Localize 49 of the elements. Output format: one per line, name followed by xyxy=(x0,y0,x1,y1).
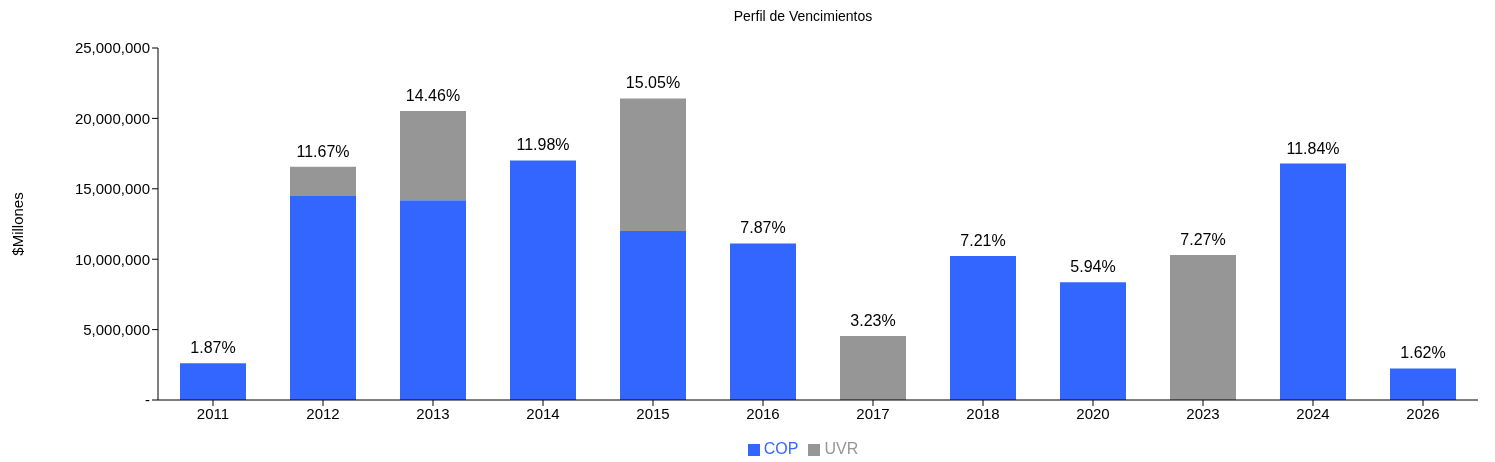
y-tick-label: 20,000,000 xyxy=(74,109,150,127)
bar xyxy=(180,363,246,400)
annotation: 1.62% xyxy=(1400,344,1446,362)
x-tick-label: 2013 xyxy=(416,404,450,422)
bar xyxy=(620,98,686,231)
annotation: 7.21% xyxy=(960,232,1006,250)
x-tick-label: 2024 xyxy=(1296,404,1330,422)
y-tick-label: 5,000,000 xyxy=(83,320,150,338)
annotation: 11.98% xyxy=(516,136,570,154)
x-tick-label: 2016 xyxy=(746,404,780,422)
y-tick-label: 15,000,000 xyxy=(74,180,150,198)
bar xyxy=(950,256,1016,400)
y-tick-label: 25,000,000 xyxy=(74,39,150,57)
annotation: 5.94% xyxy=(1070,258,1116,276)
bar xyxy=(290,196,356,400)
x-tick-label: 2020 xyxy=(1076,404,1110,422)
bar xyxy=(620,230,686,400)
annotation: 11.84% xyxy=(1286,139,1340,157)
x-tick-label: 2011 xyxy=(196,404,230,422)
annotation: 3.23% xyxy=(850,311,896,329)
y-tick-label: 10,000,000 xyxy=(74,250,150,268)
y-tick-label: - xyxy=(145,391,150,409)
annotation: 15.05% xyxy=(625,74,681,92)
annotation: 1.87% xyxy=(190,339,236,357)
bar xyxy=(1170,254,1236,400)
x-tick-label: 2014 xyxy=(526,404,560,422)
annotation: 14.46% xyxy=(405,87,461,105)
x-tick-label: 2017 xyxy=(856,404,890,422)
bar xyxy=(730,243,796,400)
chart-title: Perfil de Vencimientos xyxy=(732,8,874,26)
bar xyxy=(510,160,576,400)
x-tick-label: 2012 xyxy=(306,404,340,422)
bar xyxy=(1390,368,1456,400)
bar xyxy=(1280,163,1346,400)
bar xyxy=(290,166,356,197)
legend-label: COP xyxy=(763,440,799,457)
x-tick-label: 2026 xyxy=(1406,404,1440,422)
annotation: 7.27% xyxy=(1180,230,1226,248)
x-tick-label: 2015 xyxy=(636,404,670,422)
x-tick-label: 2023 xyxy=(1186,404,1220,422)
x-tick-label: 2018 xyxy=(966,404,1000,422)
annotation: 7.87% xyxy=(740,219,786,237)
bar xyxy=(400,111,466,201)
bar xyxy=(1060,282,1126,400)
legend-label: UVR xyxy=(824,440,859,457)
bar xyxy=(400,200,466,400)
bar xyxy=(840,335,906,400)
y-axis-title: $Millones xyxy=(9,192,27,256)
annotation: 11.67% xyxy=(296,142,350,160)
